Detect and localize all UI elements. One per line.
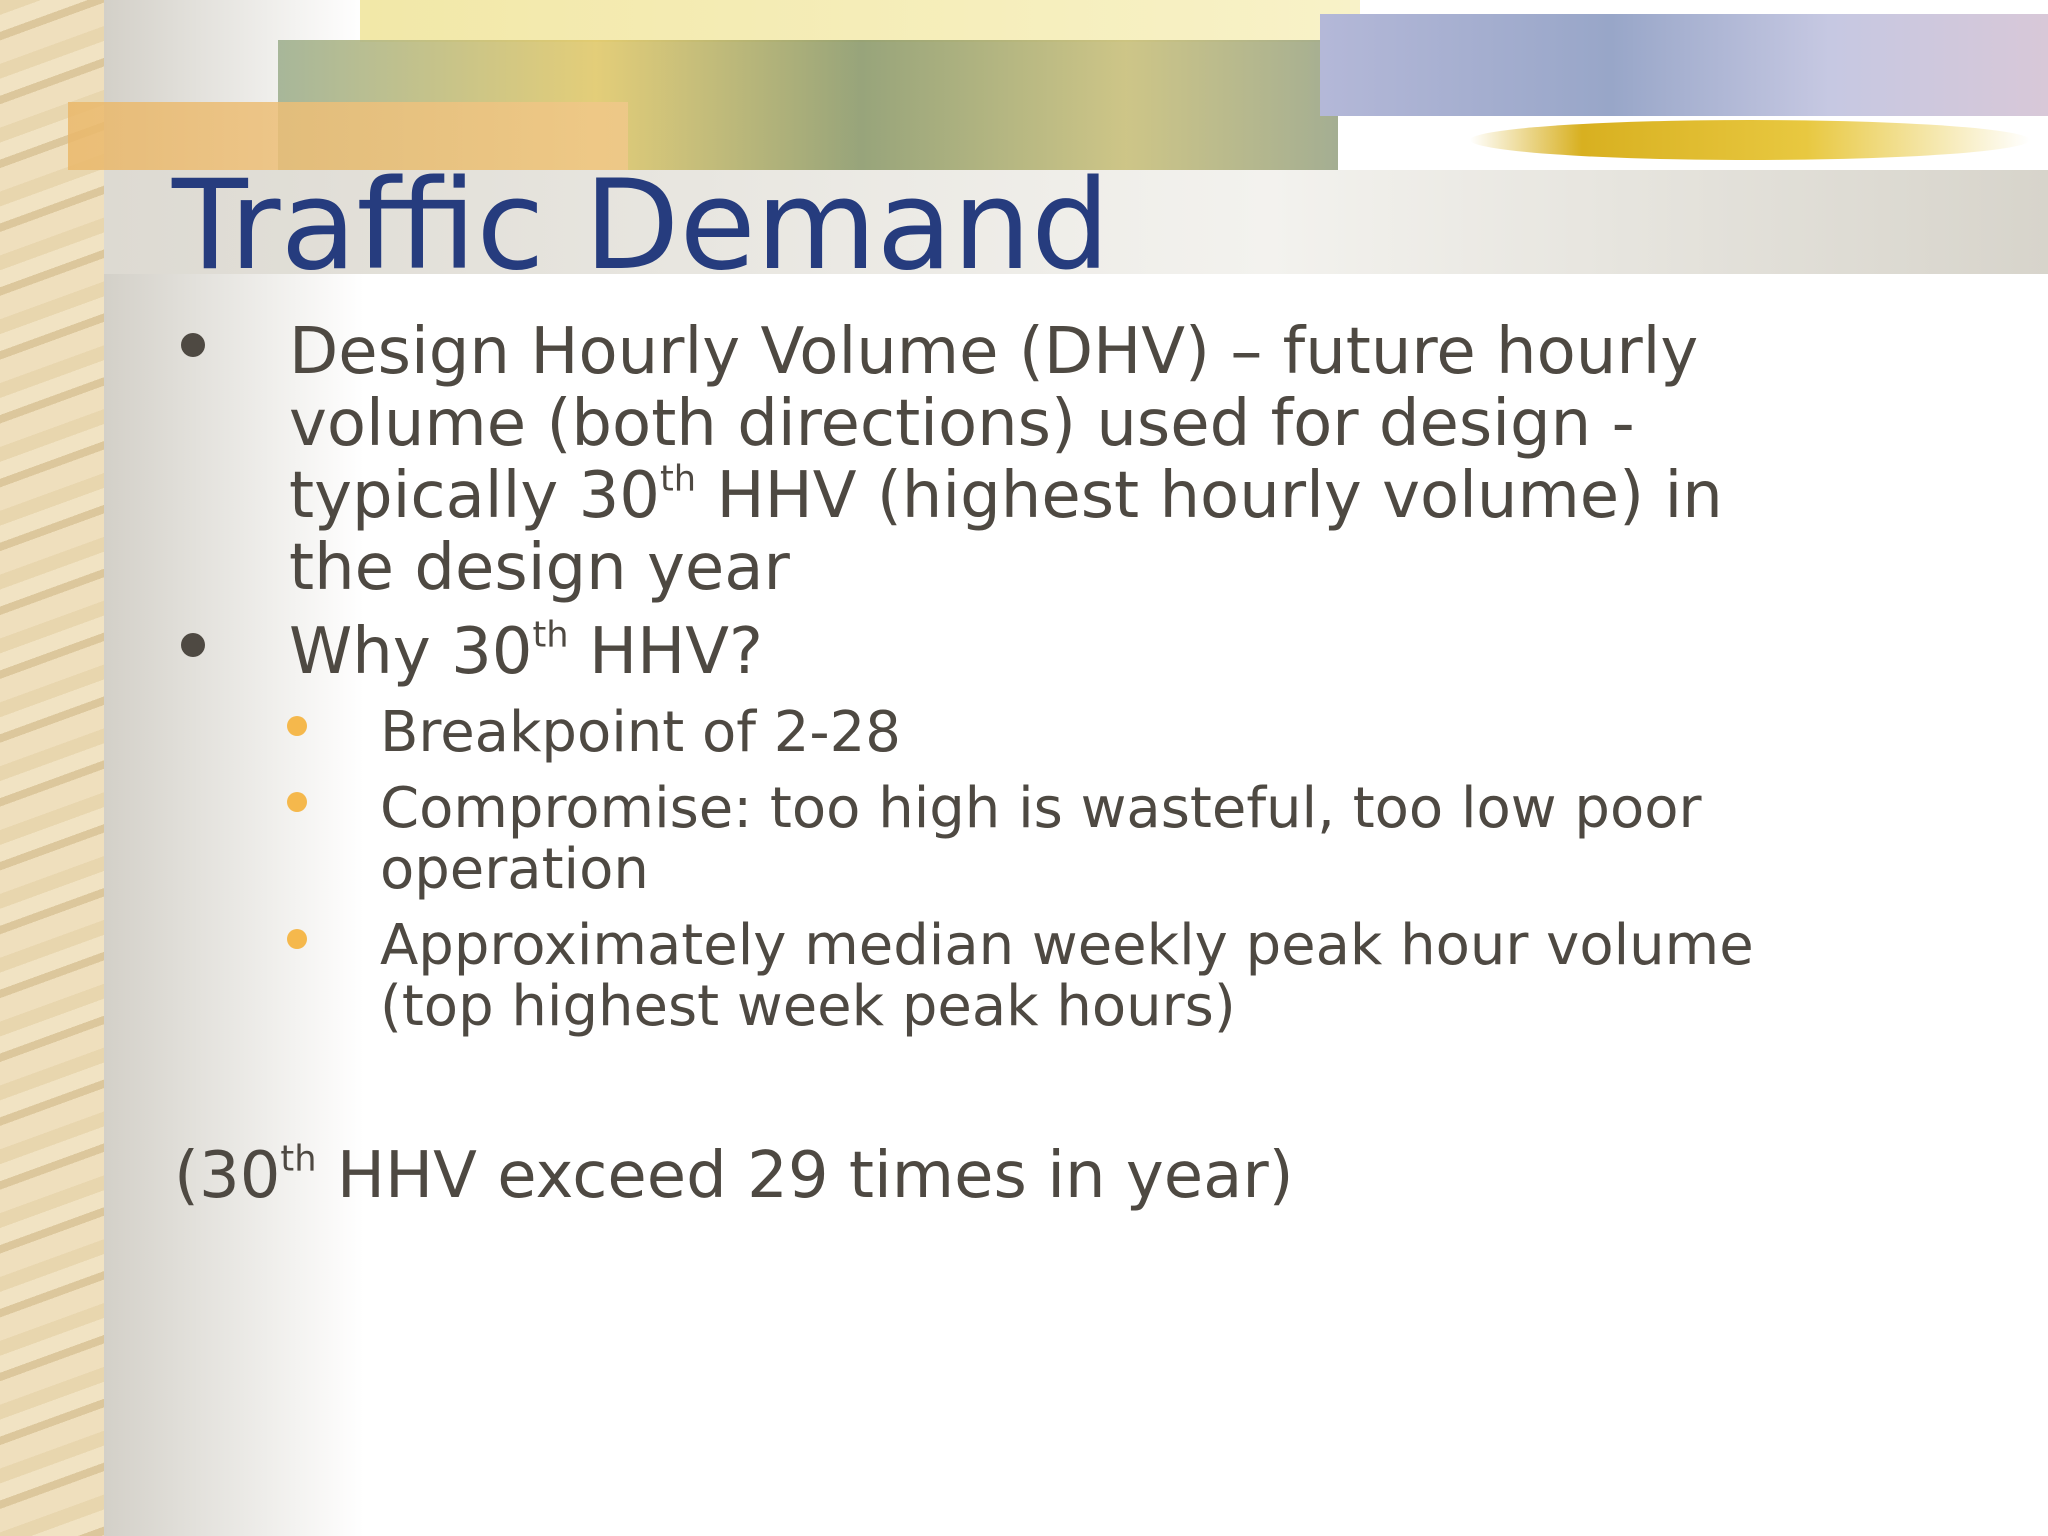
sub-bullet — [287, 929, 307, 949]
text: (30 — [174, 1139, 281, 1213]
superscript: th — [532, 614, 569, 656]
sub-bullet — [287, 792, 307, 812]
bullet — [181, 333, 205, 357]
sub-bullet-text: Approximately median weekly peak hour vo… — [380, 913, 1754, 1039]
sub-bullet-text: Compromise: too high is wasteful, too lo… — [380, 776, 1702, 902]
banner — [1470, 120, 2030, 160]
bullet-text: Design Hourly Volume (DHV) – future hour… — [289, 316, 1829, 604]
title-band — [104, 170, 2048, 274]
superscript: th — [280, 1138, 317, 1180]
texture-strip — [0, 0, 104, 1536]
banner — [68, 102, 628, 170]
sub-bullet — [287, 716, 307, 736]
bullet-text: Why 30th HHV? — [289, 616, 1829, 688]
note: (30th HHV exceed 29 times in year) — [174, 1140, 1874, 1212]
banner — [1320, 14, 2048, 116]
text: HHV exceed 29 times in year) — [316, 1139, 1294, 1213]
text: HHV (highest hourly volume) in the desig… — [289, 459, 1723, 605]
bullet — [181, 633, 205, 657]
banner — [360, 0, 1360, 42]
text: HHV? — [568, 615, 763, 689]
title: Traffic Demand — [172, 154, 1110, 298]
text: Why 30 — [289, 615, 533, 689]
sub-bullet-text: Breakpoint of 2-28 — [380, 700, 901, 765]
text: Design Hourly Volume (DHV) – future hour… — [289, 315, 1699, 533]
superscript: th — [660, 458, 697, 500]
